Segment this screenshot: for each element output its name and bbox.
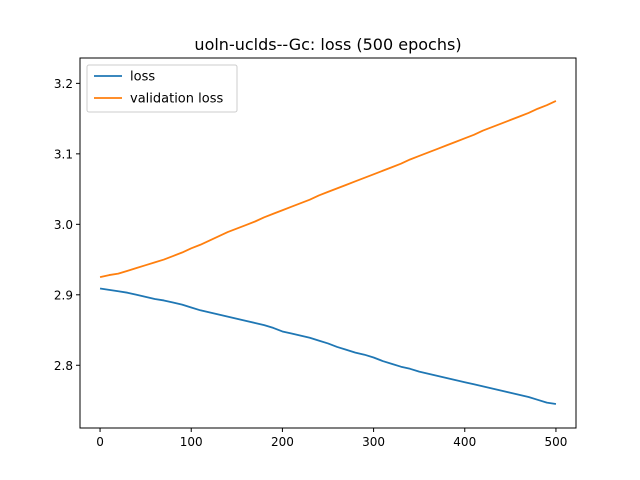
legend-validation-loss-label: validation loss <box>130 92 223 107</box>
legend-box <box>86 64 238 113</box>
x-tick-label: 300 <box>362 435 385 449</box>
x-tick-label: 500 <box>544 435 567 449</box>
y-tick-label: 2.8 <box>54 359 73 373</box>
y-tick-label: 3.1 <box>54 147 73 161</box>
series-layer <box>99 100 557 405</box>
x-tick-label: 100 <box>180 435 203 449</box>
legend: loss validation loss <box>86 64 238 113</box>
y-axis: 2.8 2.9 3.0 3.1 3.2 <box>54 77 80 373</box>
series-line-validation-loss <box>99 100 557 279</box>
legend-loss-label: loss <box>130 70 155 85</box>
y-tick-label: 2.9 <box>54 288 73 302</box>
series-line-loss <box>99 287 557 405</box>
plot-frame <box>79 57 577 429</box>
x-tick-label: 0 <box>96 435 104 449</box>
x-axis: 0 100 200 300 400 500 <box>96 428 567 449</box>
x-tick-label: 200 <box>271 435 294 449</box>
y-tick-label: 3.2 <box>54 77 73 91</box>
y-tick-label: 3.0 <box>54 218 73 232</box>
x-tick-label: 400 <box>453 435 476 449</box>
chart-title: uoln-uclds--Gc: loss (500 epochs) <box>194 35 461 54</box>
